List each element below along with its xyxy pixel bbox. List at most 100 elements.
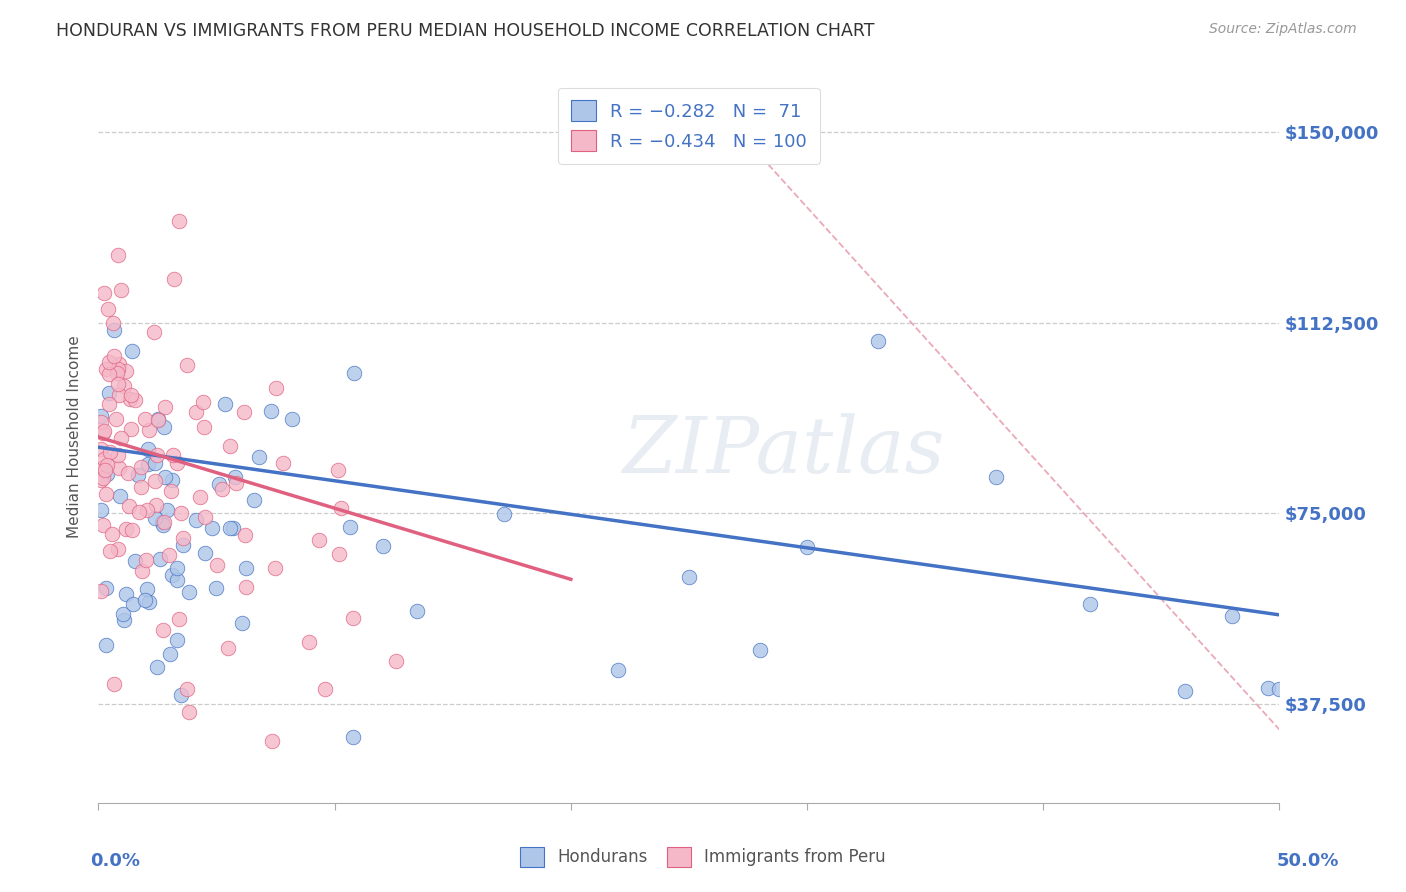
Point [93, 451, 115, 466]
Point [149, 552, 172, 566]
Point [121, 523, 143, 537]
Point [235, 581, 257, 595]
Point [146, 412, 169, 426]
Point [128, 505, 150, 519]
Point [1257, 681, 1279, 696]
Point [167, 612, 190, 626]
Point [193, 420, 215, 434]
Point [233, 405, 256, 419]
Point [97, 302, 120, 317]
Point [129, 460, 152, 475]
Point [107, 461, 129, 475]
Point [103, 316, 125, 330]
Text: 50.0%: 50.0% [1277, 852, 1339, 870]
Point [314, 681, 336, 696]
Point [233, 528, 256, 542]
Point [121, 343, 143, 358]
Point [136, 457, 159, 471]
Point [90, 473, 112, 487]
Point [108, 358, 131, 372]
Point [114, 523, 136, 537]
Point [217, 640, 239, 655]
Point [866, 334, 889, 348]
Point [243, 493, 266, 508]
Point [134, 592, 156, 607]
Point [247, 450, 270, 464]
Point [107, 448, 129, 462]
Point [90, 503, 112, 517]
Point [172, 531, 194, 545]
Point [103, 677, 125, 691]
Point [98, 543, 121, 558]
Point [104, 412, 127, 426]
Point [384, 654, 406, 668]
Point [166, 633, 188, 648]
Point [188, 490, 211, 504]
Point [342, 731, 364, 745]
Point [135, 553, 157, 567]
Point [326, 463, 349, 477]
Point [260, 404, 283, 418]
Point [218, 521, 240, 535]
Point [150, 516, 173, 530]
Point [205, 558, 228, 572]
Point [984, 470, 1007, 484]
Text: Source: ZipAtlas.com: Source: ZipAtlas.com [1209, 22, 1357, 37]
Legend: Hondurans, Immigrants from Peru: Hondurans, Immigrants from Peru [510, 838, 896, 877]
Point [145, 660, 167, 674]
Point [115, 364, 138, 378]
Point [160, 484, 183, 499]
Point [208, 477, 231, 491]
Point [120, 387, 142, 401]
Point [328, 547, 350, 561]
Point [298, 634, 321, 648]
Point [152, 624, 174, 638]
Point [96, 467, 118, 482]
Point [135, 582, 157, 596]
Point [117, 466, 139, 480]
Point [152, 518, 174, 533]
Point [145, 456, 167, 470]
Point [98, 355, 121, 369]
Point [107, 541, 129, 556]
Point [166, 560, 188, 574]
Point [157, 548, 180, 562]
Point [225, 475, 247, 490]
Point [194, 546, 217, 560]
Point [264, 561, 287, 575]
Point [156, 502, 179, 516]
Point [143, 510, 166, 524]
Point [193, 395, 215, 409]
Point [138, 595, 160, 609]
Point [146, 413, 169, 427]
Point [93, 424, 115, 438]
Point [136, 502, 159, 516]
Point [260, 734, 283, 748]
Point [90, 442, 112, 456]
Point [1220, 609, 1243, 624]
Point [111, 607, 134, 621]
Point [1080, 597, 1102, 611]
Point [231, 616, 253, 631]
Point [127, 467, 149, 482]
Point [607, 663, 630, 677]
Point [124, 554, 146, 568]
Point [796, 540, 818, 554]
Point [134, 411, 156, 425]
Point [90, 584, 112, 599]
Point [1268, 682, 1291, 697]
Point [162, 473, 184, 487]
Point [176, 682, 198, 697]
Point [91, 425, 114, 440]
Point [108, 388, 131, 402]
Point [205, 581, 228, 595]
Point [131, 565, 153, 579]
Point [235, 561, 257, 575]
Point [339, 520, 361, 534]
Point [118, 392, 141, 406]
Point [112, 378, 135, 392]
Point [108, 489, 131, 503]
Point [1174, 684, 1197, 698]
Point [166, 573, 188, 587]
Point [90, 415, 112, 429]
